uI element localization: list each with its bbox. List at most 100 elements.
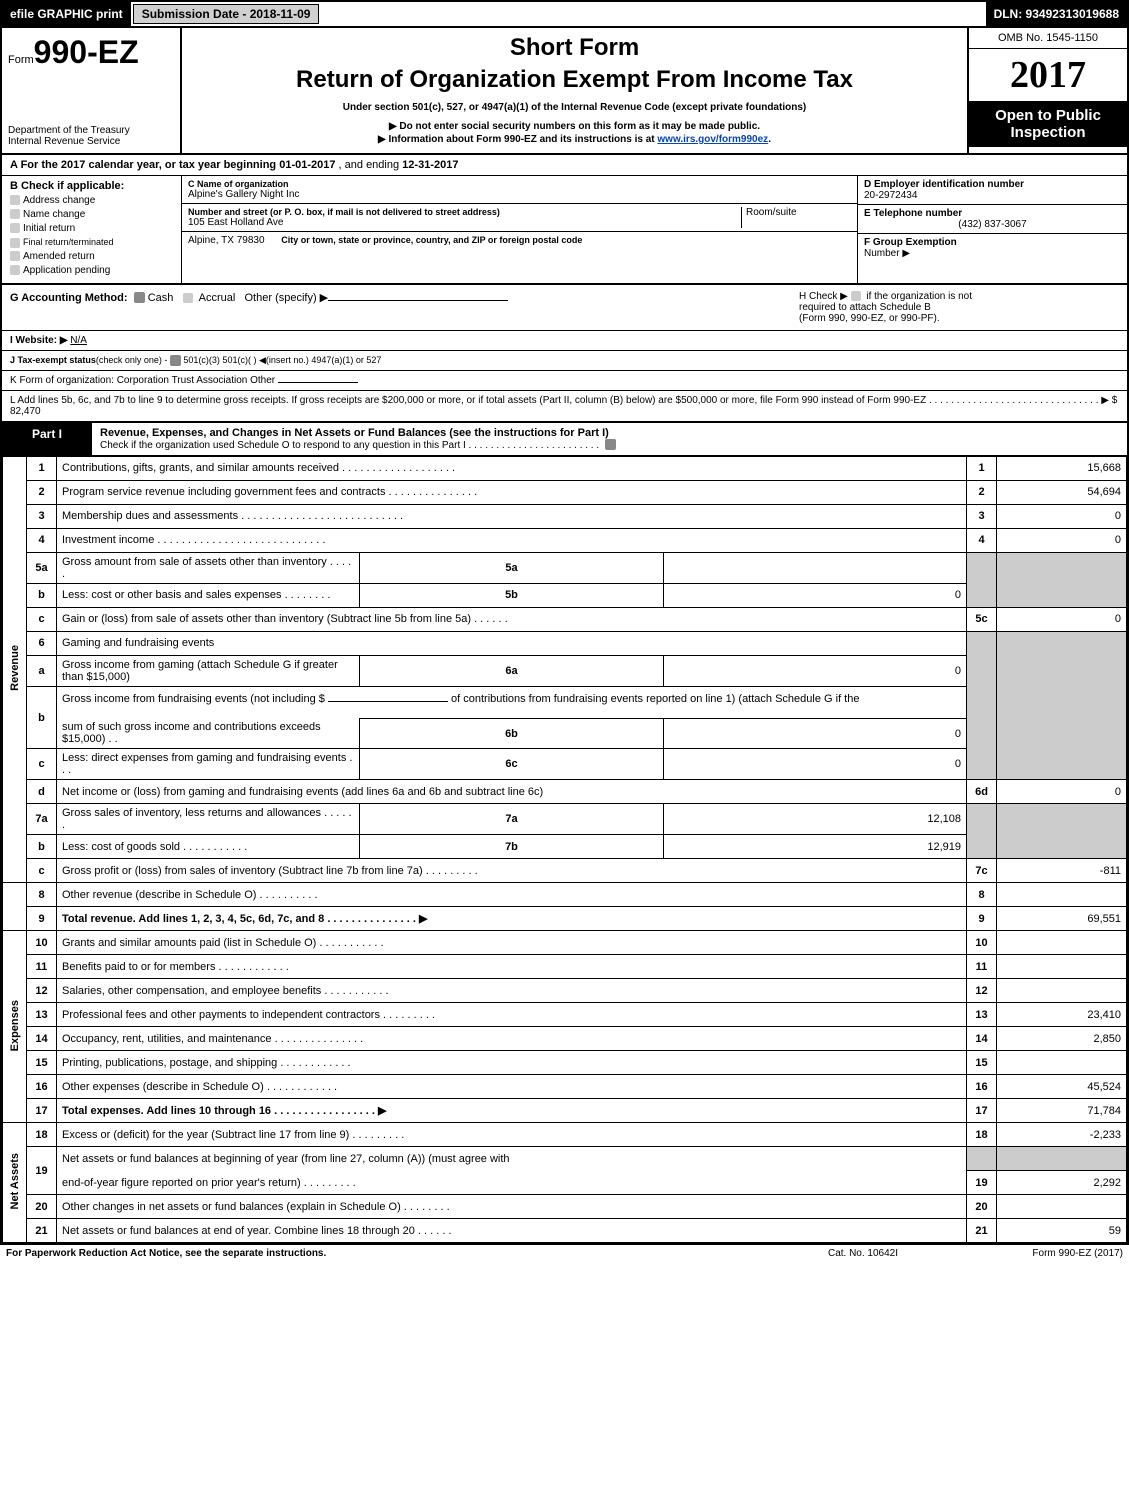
chk-501c3[interactable] [170,355,181,366]
l15-val [997,1051,1127,1075]
l21-desc: Net assets or fund balances at end of ye… [57,1219,967,1243]
l7c-desc: Gross profit or (loss) from sales of inv… [57,859,967,883]
g-other: Other (specify) ▶ [245,292,329,304]
line-19-1: 19 Net assets or fund balances at beginn… [3,1147,1127,1171]
chk-final-return[interactable] [10,238,20,248]
netassets-vertical-label: Net Assets [3,1123,27,1243]
g-other-line[interactable] [328,300,508,301]
expenses-vertical-label: Expenses [3,931,27,1123]
i-label: I Website: ▶ [10,335,68,346]
chk-application-pending[interactable] [10,265,20,275]
chk-name-change[interactable] [10,209,20,219]
section-gh: G Accounting Method: Cash Accrual Other … [2,285,1127,331]
k-other-line[interactable] [278,382,358,383]
line-6c: c Less: direct expenses from gaming and … [3,749,1127,780]
l3-num: 3 [27,504,57,528]
l6b-desc1: Gross income from fundraising events (no… [57,686,967,710]
omb-number: OMB No. 1545-1150 [969,28,1127,49]
g-label: G Accounting Method: [10,292,128,304]
a-pre: A For the 2017 calendar year, or tax yea… [10,159,279,171]
a-begin: 01-01-2017 [279,159,335,171]
line-6b-1: b Gross income from fundraising events (… [3,686,1127,710]
l6d-num: d [27,780,57,804]
l1-desc: Contributions, gifts, grants, and simila… [57,456,967,480]
l1-val: 15,668 [997,456,1127,480]
b-item-1: Name change [23,209,85,220]
line-6b-3: sum of such gross income and contributio… [3,718,1127,749]
line-2: 2 Program service revenue including gove… [3,480,1127,504]
line-3: 3 Membership dues and assessments . . . … [3,504,1127,528]
l6-desc: Gaming and fundraising events [57,631,967,655]
c-city: Alpine, TX 79830 [188,235,265,246]
f-label2: Number ▶ [864,248,910,259]
l5a-num: 5a [27,552,57,583]
l1-num: 1 [27,456,57,480]
l7a-subval: 12,108 [663,804,966,835]
l19-desc1: Net assets or fund balances at beginning… [57,1147,967,1171]
l5ab-shade-val [997,552,1127,607]
dept-irs: Internal Revenue Service [8,136,174,147]
chk-part1-schedo[interactable] [605,439,616,450]
j-label: J Tax-exempt status [10,355,96,365]
l17-num: 17 [27,1099,57,1123]
chk-accrual[interactable] [183,293,193,303]
chk-amended-return[interactable] [10,251,20,261]
section-a-tax-year: A For the 2017 calendar year, or tax yea… [2,155,1127,176]
l18-box: 18 [967,1123,997,1147]
l6b-spacer [57,710,967,718]
page-footer: For Paperwork Reduction Act Notice, see … [0,1245,1129,1262]
line-5a: 5a Gross amount from sale of assets othe… [3,552,1127,583]
l5a-desc: Gross amount from sale of assets other t… [57,552,360,583]
l12-num: 12 [27,979,57,1003]
b-item-4: Amended return [23,251,95,262]
l6b-blank[interactable] [328,701,448,702]
a-end: 12-31-2017 [402,159,458,171]
j-opts: 501(c)(3) 501(c)( ) ◀(insert no.) 4947(a… [183,355,381,365]
l12-box: 12 [967,979,997,1003]
rev-vert-cont [3,883,27,931]
l6b-subval: 0 [663,718,966,749]
chk-h[interactable] [851,291,861,301]
chk-cash[interactable] [134,292,145,303]
footer-notice: For Paperwork Reduction Act Notice, see … [6,1248,763,1259]
l7a-desc: Gross sales of inventory, less returns a… [57,804,360,835]
top-bar: efile GRAPHIC print Submission Date - 20… [2,2,1127,28]
h-post: if the organization is not [864,291,972,302]
l7b-sub: 7b [360,835,663,859]
line-12: 12 Salaries, other compensation, and emp… [3,979,1127,1003]
l15-desc: Printing, publications, postage, and shi… [57,1051,967,1075]
line-7c: c Gross profit or (loss) from sales of i… [3,859,1127,883]
l11-num: 11 [27,955,57,979]
e-phone: (432) 837-3067 [864,219,1121,230]
revenue-vertical-label: Revenue [3,456,27,883]
line-15: 15 Printing, publications, postage, and … [3,1051,1127,1075]
k-text: K Form of organization: Corporation Trus… [10,375,275,386]
l6c-desc: Less: direct expenses from gaming and fu… [57,749,360,780]
l13-val: 23,410 [997,1003,1127,1027]
line-6b-2 [3,710,1127,718]
l15-box: 15 [967,1051,997,1075]
g-accrual: Accrual [199,292,236,304]
chk-address-change[interactable] [10,195,20,205]
l10-num: 10 [27,931,57,955]
subtitle-sections: Under section 501(c), 527, or 4947(a)(1)… [192,102,957,113]
l13-box: 13 [967,1003,997,1027]
line-8: 8 Other revenue (describe in Schedule O)… [3,883,1127,907]
chk-initial-return[interactable] [10,223,20,233]
l12-desc: Salaries, other compensation, and employ… [57,979,967,1003]
l17-box: 17 [967,1099,997,1123]
c-street-label: Number and street (or P. O. box, if mail… [188,207,741,217]
l7b-num: b [27,835,57,859]
dln-badge: DLN: 93492313019688 [986,2,1127,26]
section-def: D Employer identification number 20-2972… [857,176,1127,283]
part1-title: Revenue, Expenses, and Changes in Net As… [100,427,609,439]
subtitle-warn: ▶ Do not enter social security numbers o… [192,121,957,132]
form-header: Form990-EZ Department of the Treasury In… [2,28,1127,155]
l17-desc: Total expenses. Add lines 10 through 16 … [57,1099,967,1123]
instructions-link[interactable]: www.irs.gov/form990ez [657,134,768,145]
l6d-box: 6d [967,780,997,804]
subtitle-link-line: ▶ Information about Form 990-EZ and its … [192,134,957,145]
l18-val: -2,233 [997,1123,1127,1147]
l13-desc: Professional fees and other payments to … [57,1003,967,1027]
l11-box: 11 [967,955,997,979]
